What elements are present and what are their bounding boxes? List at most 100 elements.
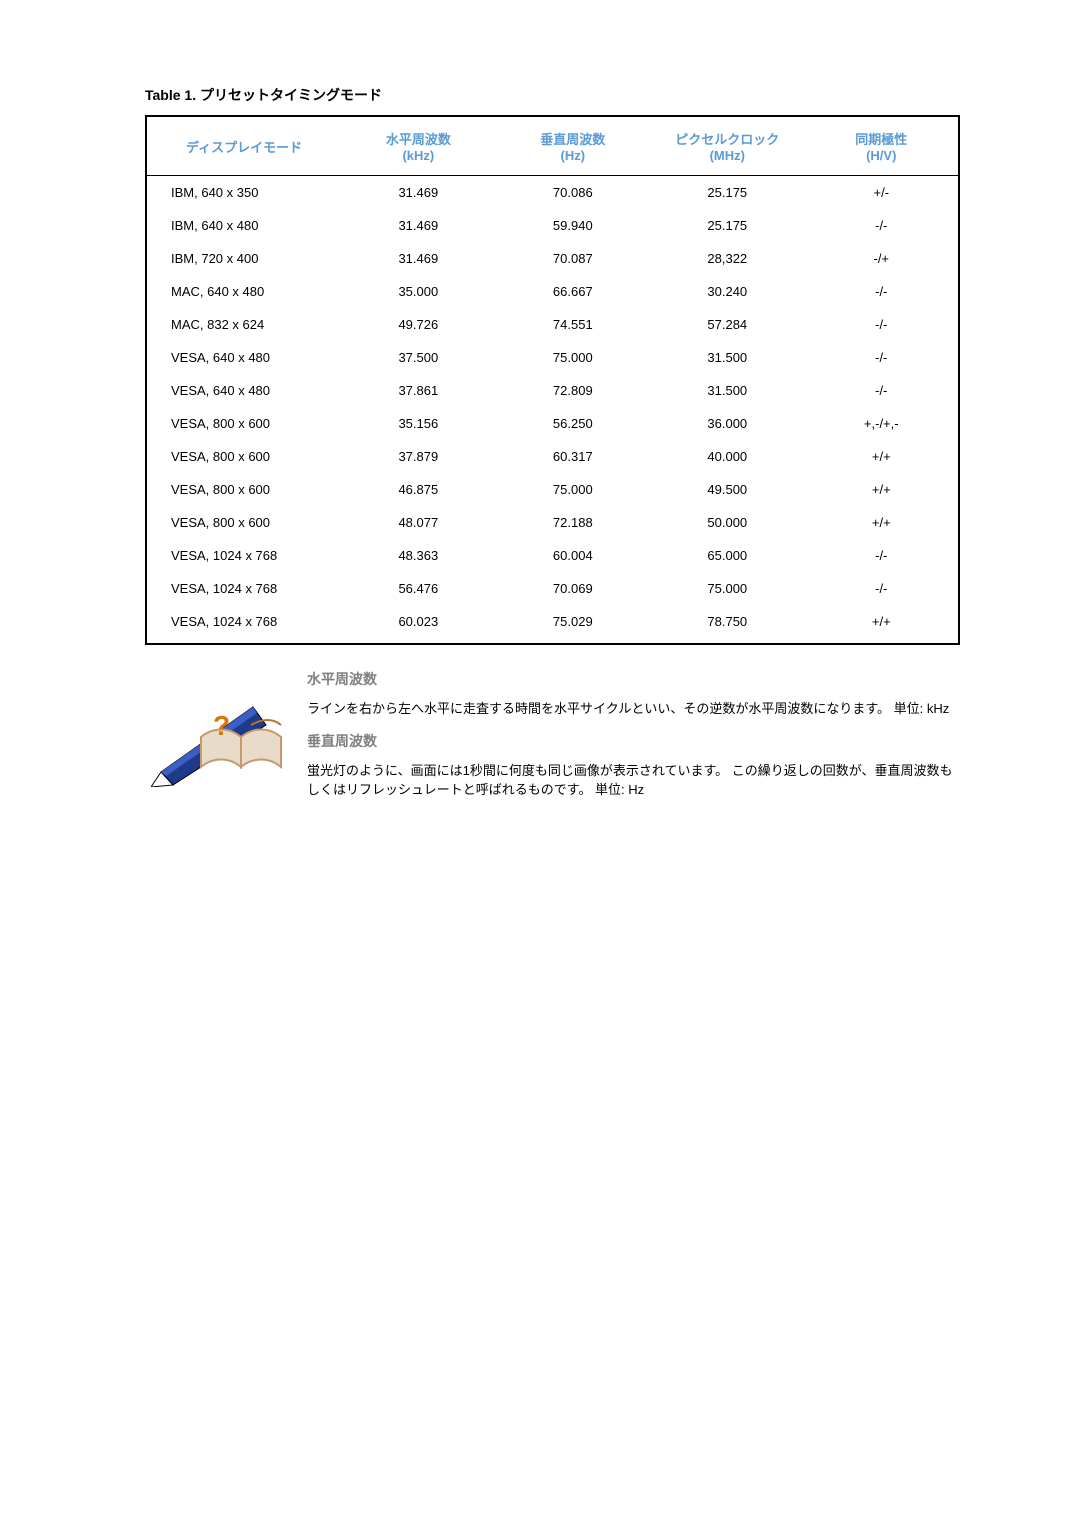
table-cell: 48.077 xyxy=(341,506,495,539)
table-cell: VESA, 1024 x 768 xyxy=(146,539,341,572)
table-cell: VESA, 640 x 480 xyxy=(146,341,341,374)
table-cell: IBM, 720 x 400 xyxy=(146,242,341,275)
table-cell: 31.469 xyxy=(341,209,495,242)
table-cell: 35.000 xyxy=(341,275,495,308)
table-cell: 49.500 xyxy=(650,473,804,506)
table-cell: 72.809 xyxy=(496,374,650,407)
table-cell: -/- xyxy=(805,275,959,308)
table-cell: 70.086 xyxy=(496,176,650,210)
table-cell: 28,322 xyxy=(650,242,804,275)
table-cell: 25.175 xyxy=(650,209,804,242)
timing-table: ディスプレイモード 水平周波数(kHz) 垂直周波数(Hz) ピクセルクロック(… xyxy=(145,115,960,645)
table-cell: 70.069 xyxy=(496,572,650,605)
col-header-mode: ディスプレイモード xyxy=(146,116,341,176)
table-row: VESA, 640 x 48037.50075.00031.500-/- xyxy=(146,341,959,374)
table-row: VESA, 800 x 60037.87960.31740.000+/+ xyxy=(146,440,959,473)
table-cell: 75.000 xyxy=(496,473,650,506)
table-row: VESA, 800 x 60048.07772.18850.000+/+ xyxy=(146,506,959,539)
table-cell: 75.000 xyxy=(650,572,804,605)
table-cell: MAC, 640 x 480 xyxy=(146,275,341,308)
table-cell: VESA, 800 x 600 xyxy=(146,506,341,539)
table-cell: 70.087 xyxy=(496,242,650,275)
table-cell: -/- xyxy=(805,341,959,374)
table-cell: 65.000 xyxy=(650,539,804,572)
table-cell: 35.156 xyxy=(341,407,495,440)
table-cell: 37.879 xyxy=(341,440,495,473)
table-cell: -/+ xyxy=(805,242,959,275)
table-cell: 36.000 xyxy=(650,407,804,440)
table-cell: +/+ xyxy=(805,473,959,506)
table-cell: 48.363 xyxy=(341,539,495,572)
table-cell: 31.469 xyxy=(341,176,495,210)
table-cell: 60.317 xyxy=(496,440,650,473)
table-cell: 56.250 xyxy=(496,407,650,440)
table-cell: 60.023 xyxy=(341,605,495,644)
table-cell: 31.469 xyxy=(341,242,495,275)
table-cell: VESA, 800 x 600 xyxy=(146,440,341,473)
table-title: Table 1. プリセットタイミングモード xyxy=(145,85,960,105)
table-cell: 78.750 xyxy=(650,605,804,644)
table-cell: 50.000 xyxy=(650,506,804,539)
table-cell: 59.940 xyxy=(496,209,650,242)
table-row: VESA, 1024 x 76856.47670.06975.000-/- xyxy=(146,572,959,605)
table-row: VESA, 1024 x 76860.02375.02978.750+/+ xyxy=(146,605,959,644)
table-cell: 37.500 xyxy=(341,341,495,374)
table-cell: 40.000 xyxy=(650,440,804,473)
table-row: VESA, 1024 x 76848.36360.00465.000-/- xyxy=(146,539,959,572)
table-cell: 75.029 xyxy=(496,605,650,644)
table-cell: IBM, 640 x 350 xyxy=(146,176,341,210)
info-content: 水平周波数 ラインを右から左へ水平に走査する時間を水平サイクルといい、その逆数が… xyxy=(307,669,960,812)
table-cell: -/- xyxy=(805,572,959,605)
table-header-row: ディスプレイモード 水平周波数(kHz) 垂直周波数(Hz) ピクセルクロック(… xyxy=(146,116,959,176)
table-cell: 57.284 xyxy=(650,308,804,341)
table-cell: VESA, 1024 x 768 xyxy=(146,572,341,605)
table-cell: VESA, 800 x 600 xyxy=(146,407,341,440)
table-row: MAC, 640 x 48035.00066.66730.240-/- xyxy=(146,275,959,308)
table-cell: 31.500 xyxy=(650,341,804,374)
table-cell: +,-/+,- xyxy=(805,407,959,440)
table-cell: MAC, 832 x 624 xyxy=(146,308,341,341)
table-cell: +/+ xyxy=(805,506,959,539)
table-cell: 49.726 xyxy=(341,308,495,341)
table-cell: VESA, 800 x 600 xyxy=(146,473,341,506)
book-pen-icon: ? xyxy=(145,669,307,812)
col-header-vfreq: 垂直周波数(Hz) xyxy=(496,116,650,176)
table-row: VESA, 800 x 60046.87575.00049.500+/+ xyxy=(146,473,959,506)
info-text-hfreq: ラインを右から左へ水平に走査する時間を水平サイクルといい、その逆数が水平周波数に… xyxy=(307,699,960,719)
table-cell: +/- xyxy=(805,176,959,210)
table-cell: IBM, 640 x 480 xyxy=(146,209,341,242)
table-cell: 25.175 xyxy=(650,176,804,210)
table-cell: 46.875 xyxy=(341,473,495,506)
table-row: IBM, 640 x 35031.46970.08625.175+/- xyxy=(146,176,959,210)
table-cell: -/- xyxy=(805,209,959,242)
svg-text:?: ? xyxy=(213,710,230,741)
table-cell: 56.476 xyxy=(341,572,495,605)
table-cell: +/+ xyxy=(805,605,959,644)
col-header-hfreq: 水平周波数(kHz) xyxy=(341,116,495,176)
table-row: IBM, 720 x 40031.46970.08728,322-/+ xyxy=(146,242,959,275)
table-cell: 66.667 xyxy=(496,275,650,308)
col-header-sync: 同期極性(H/V) xyxy=(805,116,959,176)
table-cell: VESA, 640 x 480 xyxy=(146,374,341,407)
table-cell: -/- xyxy=(805,308,959,341)
table-cell: +/+ xyxy=(805,440,959,473)
info-section: ? 水平周波数 ラインを右から左へ水平に走査する時間を水平サイクルといい、その逆… xyxy=(145,669,960,812)
table-cell: -/- xyxy=(805,374,959,407)
table-cell: -/- xyxy=(805,539,959,572)
info-text-vfreq: 蛍光灯のように、画面には1秒間に何度も同じ画像が表示されています。 この繰り返し… xyxy=(307,761,960,800)
col-header-pclock: ピクセルクロック(MHz) xyxy=(650,116,804,176)
info-heading-vfreq: 垂直周波数 xyxy=(307,731,960,751)
info-heading-hfreq: 水平周波数 xyxy=(307,669,960,689)
table-row: VESA, 640 x 48037.86172.80931.500-/- xyxy=(146,374,959,407)
table-cell: 74.551 xyxy=(496,308,650,341)
table-row: IBM, 640 x 48031.46959.94025.175-/- xyxy=(146,209,959,242)
table-cell: 37.861 xyxy=(341,374,495,407)
table-cell: 31.500 xyxy=(650,374,804,407)
table-row: MAC, 832 x 62449.72674.55157.284-/- xyxy=(146,308,959,341)
table-cell: 30.240 xyxy=(650,275,804,308)
table-cell: VESA, 1024 x 768 xyxy=(146,605,341,644)
table-cell: 75.000 xyxy=(496,341,650,374)
table-cell: 72.188 xyxy=(496,506,650,539)
table-row: VESA, 800 x 60035.15656.25036.000+,-/+,- xyxy=(146,407,959,440)
table-cell: 60.004 xyxy=(496,539,650,572)
